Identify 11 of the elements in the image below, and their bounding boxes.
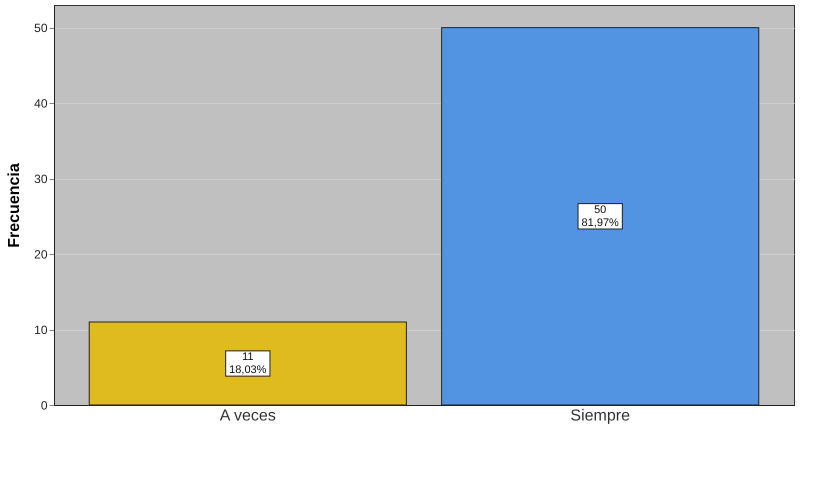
x-tick-label: Siempre [570, 408, 630, 424]
y-tick-label: 10 [34, 323, 48, 338]
y-axis-title: Frecuencia [6, 163, 24, 248]
y-tick-label: 20 [34, 248, 48, 262]
y-tick-label: 40 [34, 96, 48, 111]
x-tick-label: A veces [220, 408, 276, 424]
y-tick-label: 0 [40, 398, 48, 412]
y-tick-label: 30 [34, 172, 48, 186]
data-label: 11 18,03% [229, 350, 267, 376]
data-label: 50 81,97% [582, 204, 620, 229]
y-tick-label: 50 [34, 21, 48, 36]
